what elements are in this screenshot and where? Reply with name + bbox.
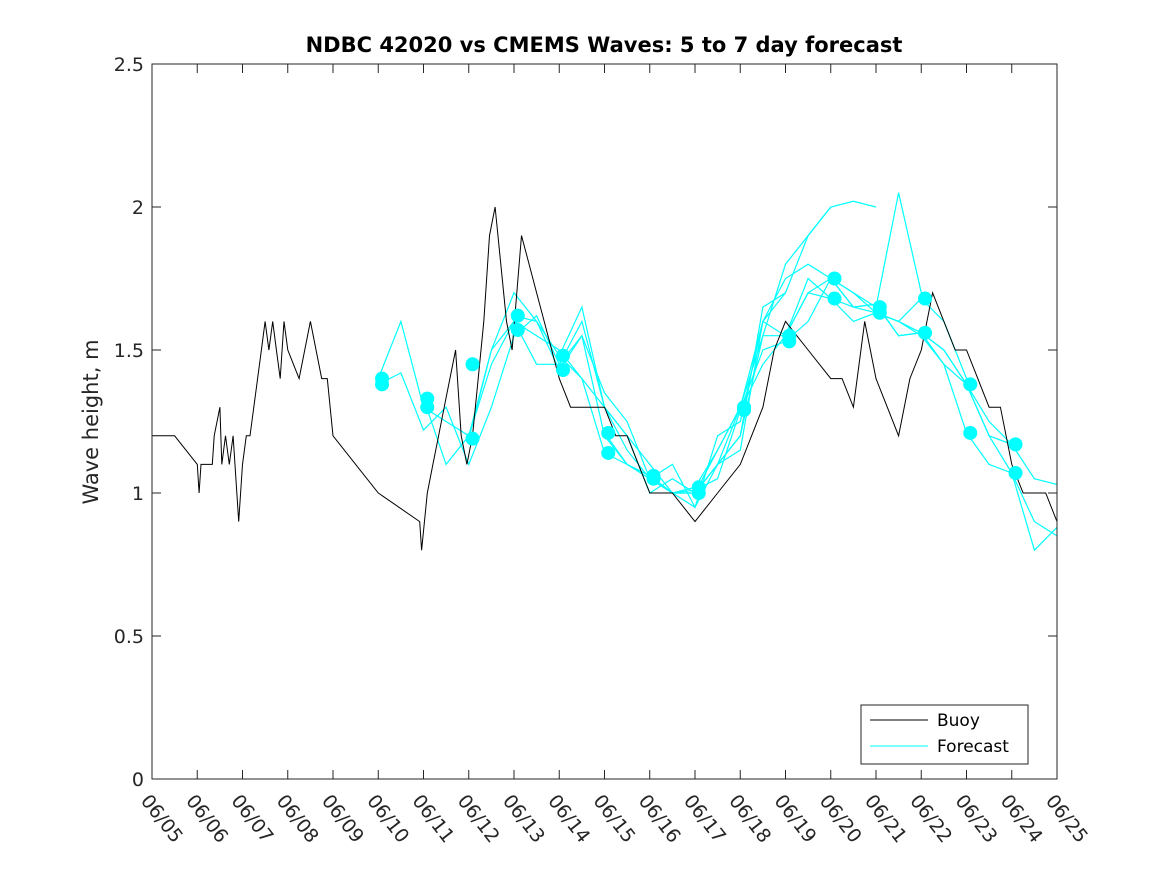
- forecast-marker: [556, 348, 571, 363]
- forecast-marker: [375, 377, 390, 392]
- y-tick-label: 1: [132, 483, 144, 505]
- forecast-marker: [510, 322, 525, 337]
- forecast-marker: [918, 291, 933, 306]
- chart-title: NDBC 42020 vs CMEMS Waves: 5 to 7 day fo…: [306, 33, 903, 57]
- y-tick-label: 2.5: [114, 54, 144, 76]
- forecast-marker: [556, 363, 571, 378]
- forecast-marker: [963, 377, 978, 392]
- forecast-marker: [737, 403, 752, 418]
- forecast-marker: [601, 425, 616, 440]
- forecast-marker: [691, 486, 706, 500]
- forecast-marker: [465, 431, 480, 446]
- forecast-line: [830, 277, 1058, 552]
- series-layer: [152, 192, 1058, 552]
- forecast-marker: [1008, 437, 1023, 452]
- plot-area: [152, 64, 1057, 779]
- forecast-marker: [465, 357, 480, 372]
- forecast-marker: [827, 271, 842, 286]
- legend-forecast-label: Forecast: [937, 737, 1009, 757]
- legend: Buoy Forecast: [860, 704, 1029, 765]
- y-tick-label: 0.5: [114, 626, 144, 648]
- y-axis: 0 0.5 1 1.5 2 2.5: [114, 54, 1057, 791]
- y-tick-label: 0: [132, 769, 144, 791]
- forecast-marker: [782, 334, 797, 349]
- legend-buoy-label: Buoy: [937, 711, 980, 731]
- forecast-marker: [601, 445, 616, 460]
- y-axis-label: Wave height, m: [79, 339, 103, 504]
- y-tick-label: 1.5: [114, 340, 144, 362]
- y-tick-label: 2: [132, 197, 144, 219]
- forecast-marker: [963, 425, 978, 440]
- forecast-marker: [420, 400, 435, 415]
- buoy-line: [152, 206, 1058, 551]
- forecast-marker: [872, 305, 887, 320]
- forecast-marker: [1008, 465, 1023, 480]
- forecast-marker: [918, 325, 933, 340]
- forecast-marker: [646, 471, 661, 486]
- forecast-marker: [827, 291, 842, 306]
- legend-box: [860, 704, 1029, 765]
- forecast-marker: [510, 308, 525, 323]
- forecast-line: [739, 277, 1058, 485]
